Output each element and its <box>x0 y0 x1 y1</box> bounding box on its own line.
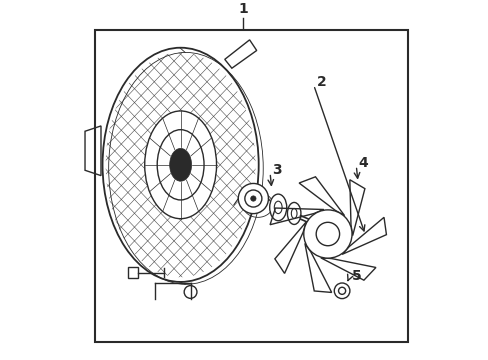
Ellipse shape <box>287 202 300 224</box>
Ellipse shape <box>169 148 191 181</box>
Ellipse shape <box>269 194 286 221</box>
Bar <box>95 30 407 342</box>
Circle shape <box>316 222 339 246</box>
Ellipse shape <box>144 111 216 219</box>
Text: 5: 5 <box>351 269 361 283</box>
Ellipse shape <box>238 184 268 213</box>
Text: 1: 1 <box>238 3 248 17</box>
Ellipse shape <box>250 196 256 201</box>
Text: 2: 2 <box>317 76 326 90</box>
Ellipse shape <box>157 130 203 200</box>
Bar <box>127 267 138 278</box>
Text: 3: 3 <box>272 163 281 177</box>
Text: 4: 4 <box>358 156 368 170</box>
Circle shape <box>303 210 351 258</box>
Circle shape <box>334 283 349 298</box>
